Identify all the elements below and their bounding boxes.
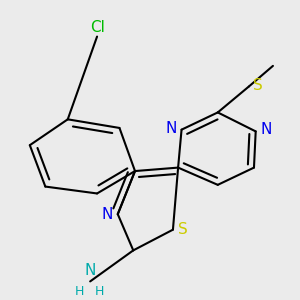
Text: S: S (178, 222, 187, 237)
Text: Cl: Cl (90, 20, 104, 35)
Text: N: N (85, 263, 96, 278)
Text: S: S (254, 77, 263, 92)
Text: N: N (102, 207, 113, 222)
Text: N: N (260, 122, 272, 137)
Text: H: H (95, 284, 104, 298)
Text: N: N (166, 121, 177, 136)
Text: H: H (75, 284, 84, 298)
